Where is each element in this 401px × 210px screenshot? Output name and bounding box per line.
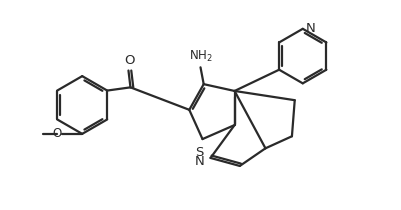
Text: NH$_2$: NH$_2$ [188,49,213,64]
Text: N: N [195,155,205,168]
Text: O: O [124,54,135,67]
Text: N: N [306,22,316,35]
Text: S: S [196,146,204,159]
Text: O: O [52,127,61,140]
